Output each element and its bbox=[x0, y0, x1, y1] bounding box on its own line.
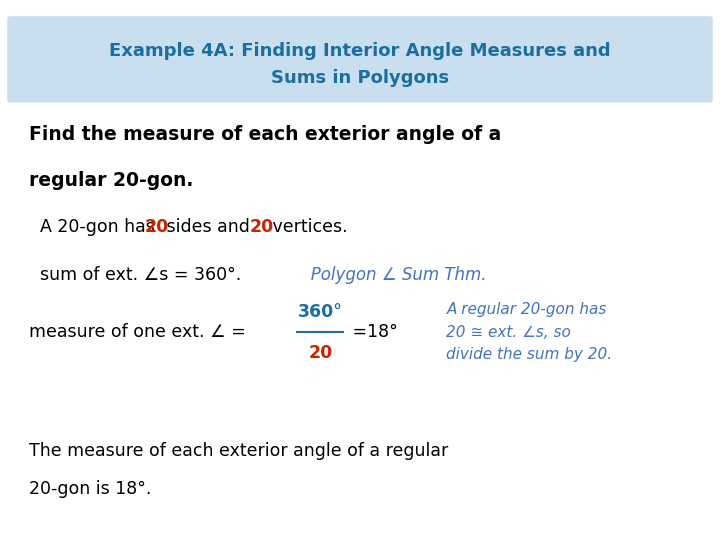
Text: 20: 20 bbox=[145, 218, 168, 236]
Text: Example 4A: Finding Interior Angle Measures and: Example 4A: Finding Interior Angle Measu… bbox=[109, 42, 611, 60]
Text: The measure of each exterior angle of a regular: The measure of each exterior angle of a … bbox=[29, 442, 448, 460]
Text: regular 20-gon.: regular 20-gon. bbox=[29, 171, 193, 191]
Text: vertices.: vertices. bbox=[267, 218, 348, 236]
Text: measure of one ext. ∠ =: measure of one ext. ∠ = bbox=[29, 323, 251, 341]
Text: A regular 20-gon has: A regular 20-gon has bbox=[446, 302, 607, 317]
Text: Sums in Polygons: Sums in Polygons bbox=[271, 69, 449, 87]
Text: sum of ext. ∠s = 360°.: sum of ext. ∠s = 360°. bbox=[40, 266, 241, 285]
Text: 20 ≅ ext. ∠s, so: 20 ≅ ext. ∠s, so bbox=[446, 325, 571, 340]
Text: Polygon ∠ Sum Thm.: Polygon ∠ Sum Thm. bbox=[295, 266, 487, 285]
Text: 20-gon is 18°.: 20-gon is 18°. bbox=[29, 480, 151, 498]
Text: 20: 20 bbox=[308, 343, 333, 362]
Text: Find the measure of each exterior angle of a: Find the measure of each exterior angle … bbox=[29, 125, 501, 145]
Text: 360°: 360° bbox=[298, 302, 343, 321]
Text: =18°: =18° bbox=[347, 323, 397, 341]
Text: divide the sum by 20.: divide the sum by 20. bbox=[446, 347, 613, 362]
Text: A 20-gon has: A 20-gon has bbox=[40, 218, 160, 236]
Text: sides and: sides and bbox=[161, 218, 256, 236]
Text: 20: 20 bbox=[250, 218, 274, 236]
